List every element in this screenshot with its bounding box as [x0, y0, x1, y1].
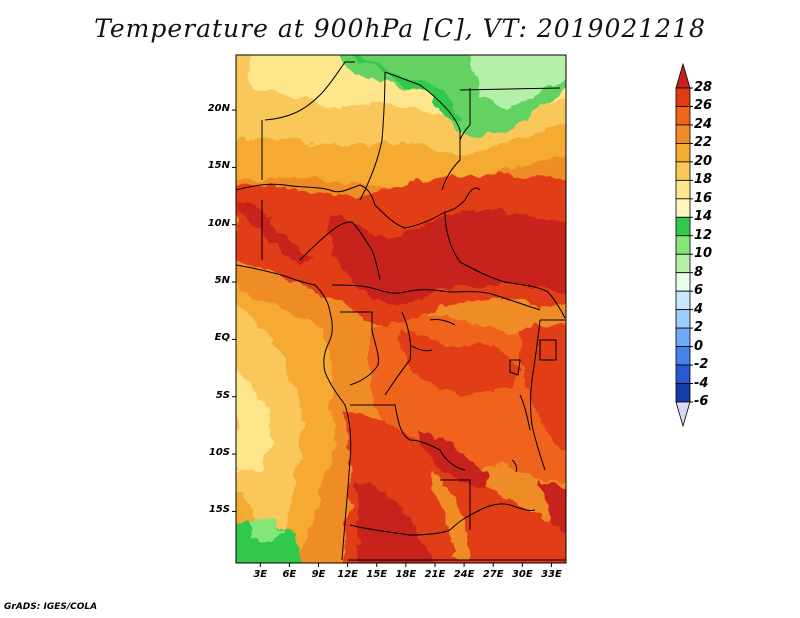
lat-label: 20N — [207, 103, 230, 115]
field-gulf-22 — [236, 265, 327, 330]
lon-label: 3E — [253, 569, 268, 580]
field-coast-16 — [236, 370, 270, 470]
lon-label: 27E — [482, 569, 504, 580]
colorbar-swatch — [675, 216, 691, 237]
lon-label: 9E — [311, 569, 326, 580]
lat-label: 15N — [207, 160, 230, 172]
colorbar-swatch — [675, 161, 691, 181]
colorbar-swatch — [675, 346, 691, 366]
field-north-10 — [471, 55, 566, 107]
colorbar-label: 14 — [694, 209, 713, 225]
colorbar-label: 10 — [694, 246, 713, 262]
colorbar-swatch — [675, 179, 691, 200]
colorbar-label: 16 — [694, 190, 713, 206]
colorbar-label: 2 — [694, 320, 704, 336]
lon-label: 24E — [453, 569, 475, 580]
map-frame — [235, 54, 567, 564]
colorbar-swatch — [675, 309, 691, 329]
lon-label: 15E — [366, 569, 388, 580]
field-north-14 — [350, 55, 460, 120]
colorbar-swatch — [675, 235, 691, 255]
border-2 — [359, 71, 386, 201]
border-3 — [384, 71, 461, 191]
lat-label: EQ — [214, 332, 230, 344]
border-15 — [349, 509, 481, 536]
border-1 — [264, 61, 355, 121]
colorbar-swatch — [675, 106, 691, 126]
temperature-field — [236, 55, 566, 563]
colorbar-swatch — [675, 143, 691, 163]
colorbar-swatch — [675, 364, 691, 384]
lake-victoria — [509, 339, 557, 376]
colorbar-label: 20 — [694, 153, 713, 169]
colorbar-label: 4 — [694, 301, 704, 317]
colorbar-label: 28 — [694, 80, 713, 95]
country-borders — [236, 61, 566, 561]
lon-label: 30E — [511, 569, 533, 580]
colorbar-label: 24 — [694, 116, 713, 132]
field-south-22 — [430, 470, 469, 560]
footer-credit: GrADS: IGES/COLA — [4, 602, 98, 612]
border-16 — [440, 479, 536, 530]
field-sw-12 — [250, 519, 285, 542]
lon-label: 12E — [337, 569, 358, 580]
colorbar-label: 6 — [694, 283, 704, 299]
border-14 — [530, 319, 565, 471]
chart-title: Temperature at 900hPa [C], VT: 201902121… — [94, 14, 706, 43]
colorbar-over-arrow — [675, 62, 691, 89]
field-south-28b — [420, 430, 487, 490]
lon-label: 21E — [424, 569, 446, 580]
field-central-28 — [330, 209, 566, 305]
border-10 — [331, 284, 541, 311]
colorbar-label: 0 — [694, 338, 704, 354]
lon-label: 18E — [395, 569, 417, 580]
field-southeast-28 — [540, 480, 566, 533]
colorbar-swatch — [675, 272, 691, 292]
colorbar-label: -4 — [694, 375, 709, 391]
colorbar-swatch — [675, 253, 691, 274]
colorbar-under-arrow — [675, 401, 691, 428]
colorbar-swatch — [675, 198, 691, 218]
colorbar-label: 22 — [694, 135, 713, 151]
colorbar-swatch — [675, 327, 691, 347]
lakes — [409, 319, 456, 352]
lat-label: 5S — [215, 389, 230, 401]
axis-ticks — [232, 109, 552, 567]
colorbar-label: 26 — [694, 98, 713, 114]
field-congo-26a — [400, 330, 520, 396]
field-south-28 — [355, 480, 433, 563]
coastline-west — [236, 264, 352, 561]
lon-label: 33E — [541, 569, 562, 580]
border-9 — [444, 211, 566, 319]
colorbar-label: 18 — [694, 172, 713, 188]
border-13 — [350, 404, 466, 471]
border-7 — [299, 221, 381, 281]
field-west-28 — [236, 200, 310, 265]
lon-label: 6E — [282, 569, 297, 580]
colorbar-swatch — [675, 383, 691, 403]
border-12 — [384, 311, 412, 396]
colorbar-swatch — [675, 124, 691, 144]
border-4 — [459, 87, 561, 141]
lat-label: 10N — [207, 217, 230, 229]
lat-label: 10S — [208, 447, 230, 459]
colorbar — [675, 62, 693, 428]
colorbar-label: 8 — [694, 264, 704, 280]
lake-tanganyika — [511, 394, 531, 473]
border-11 — [340, 311, 379, 386]
colorbar-swatch — [675, 87, 691, 107]
lat-label: 5N — [214, 275, 230, 287]
colorbar-label: -2 — [694, 357, 709, 373]
field-east-26 — [520, 324, 566, 453]
field-sw-20 — [236, 490, 255, 523]
colorbar-label: 12 — [694, 227, 713, 243]
border-5 — [236, 183, 376, 206]
colorbar-label: -6 — [694, 393, 709, 409]
lat-label: 15S — [208, 504, 230, 516]
colorbar-swatch — [675, 290, 691, 311]
